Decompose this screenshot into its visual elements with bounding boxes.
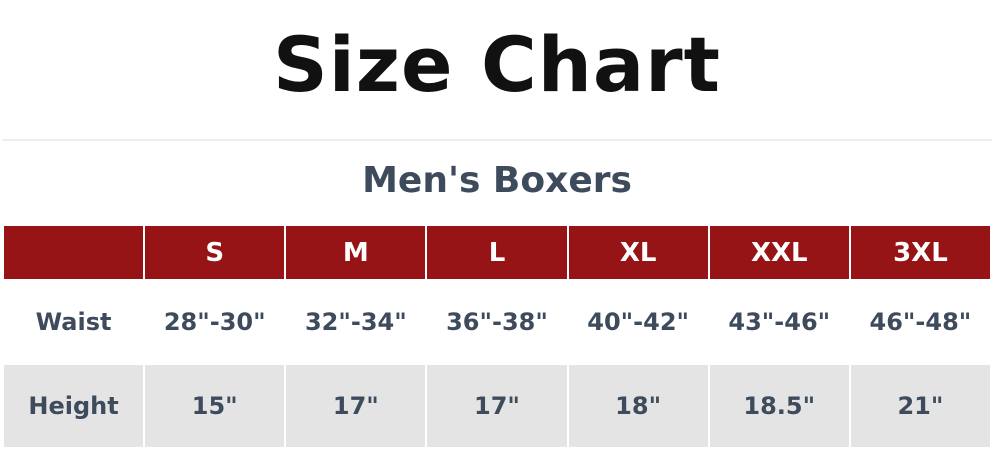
- table-row: Height 15" 17" 17" 18" 18.5" 21": [1, 363, 993, 449]
- chart-subtitle: Men's Boxers: [362, 160, 632, 201]
- table-cell: 18": [566, 363, 710, 449]
- header-cell: XXL: [707, 224, 851, 281]
- table-cell: 17": [284, 363, 428, 449]
- table-cell: 36"-38": [425, 279, 569, 365]
- table-cell: 15": [143, 363, 287, 449]
- header-cell: L: [425, 224, 569, 281]
- size-table: S M L XL XXL 3XL Waist 28"-30" 32"-34" 3…: [1, 224, 993, 449]
- table-cell: 21": [848, 363, 993, 449]
- header-cell: 3XL: [848, 224, 993, 281]
- table-row: Waist 28"-30" 32"-34" 36"-38" 40"-42" 43…: [1, 279, 993, 365]
- table-cell: 32"-34": [284, 279, 428, 365]
- header-cell: XL: [566, 224, 710, 281]
- divider: [2, 139, 992, 141]
- row-label: Waist: [1, 279, 146, 365]
- table-cell: 46"-48": [848, 279, 993, 365]
- page-title: Size Chart: [272, 20, 721, 109]
- header-cell: [1, 224, 146, 281]
- header-cell: S: [143, 224, 287, 281]
- table-cell: 18.5": [707, 363, 851, 449]
- header-cell: M: [284, 224, 428, 281]
- table-cell: 17": [425, 363, 569, 449]
- table-cell: 43"-46": [707, 279, 851, 365]
- header-row: S M L XL XXL 3XL: [1, 224, 993, 281]
- row-label: Height: [1, 363, 146, 449]
- table-cell: 28"-30": [143, 279, 287, 365]
- table-cell: 40"-42": [566, 279, 710, 365]
